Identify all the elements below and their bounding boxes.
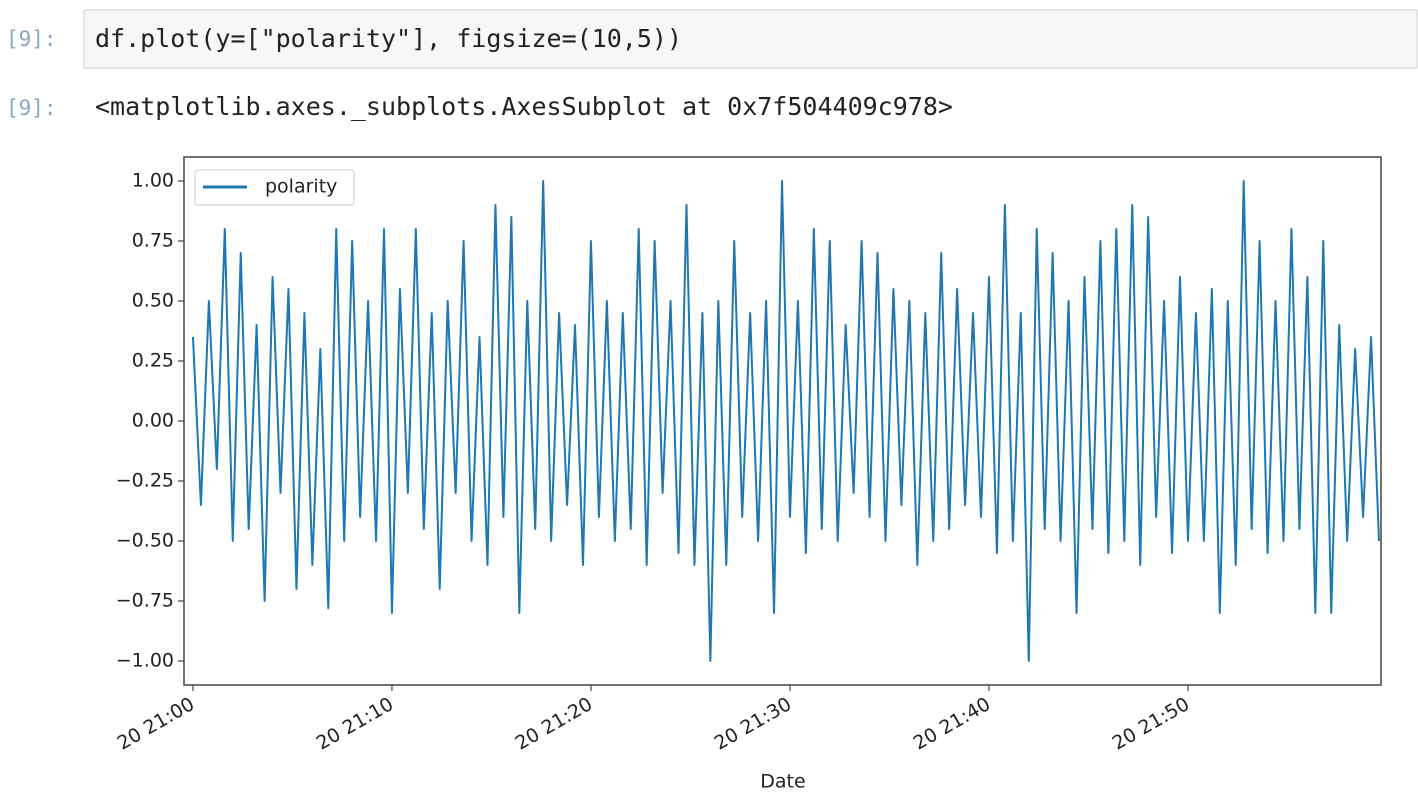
code: df.plot(y=["polarity"], figsize=(10,5)) — [95, 24, 682, 53]
plot: 1.00 0.75 0.50 0.25 0.00 −0.25 −0.50 −0.75 −1.00… — [114, 170, 1381, 755]
x-tick-label: 20 21:40 — [910, 693, 995, 755]
x-tick-label: 20 21:50 — [1109, 693, 1194, 755]
input-prompt: [9]: — [6, 27, 57, 51]
output-prompt: [9]: — [6, 96, 57, 120]
x-tick-label: 20 21:10 — [313, 693, 398, 755]
y-tick-label: 0.25 — [132, 350, 174, 372]
y-tick-label: 1.00 — [132, 170, 174, 192]
x-axis-label: Date — [760, 771, 805, 793]
legend-box — [194, 169, 355, 206]
x-tick-label: 20 21:30 — [711, 693, 796, 755]
legend-label: polarity — [265, 176, 337, 198]
y-tick-label: 0.50 — [132, 290, 174, 312]
x-tick-label: 20 21:20 — [512, 693, 597, 755]
y-tick-label: 0.00 — [132, 410, 174, 432]
x-tick-label: 20 21:00 — [114, 693, 199, 755]
y-tick-label: −0.50 — [116, 530, 174, 552]
y-tick-label: 0.75 — [132, 230, 174, 252]
output-text: <matplotlib.axes._subplots.AxesSubplot a… — [95, 92, 953, 121]
series-line — [191, 180, 1381, 662]
axes-frame — [183, 156, 1382, 686]
input-cell[interactable] — [83, 9, 1418, 69]
y-tick-label: −0.75 — [116, 590, 174, 612]
y-tick-label: −1.00 — [116, 650, 174, 672]
legend: polarity — [194, 169, 355, 206]
y-tick-label: −0.25 — [116, 470, 174, 492]
